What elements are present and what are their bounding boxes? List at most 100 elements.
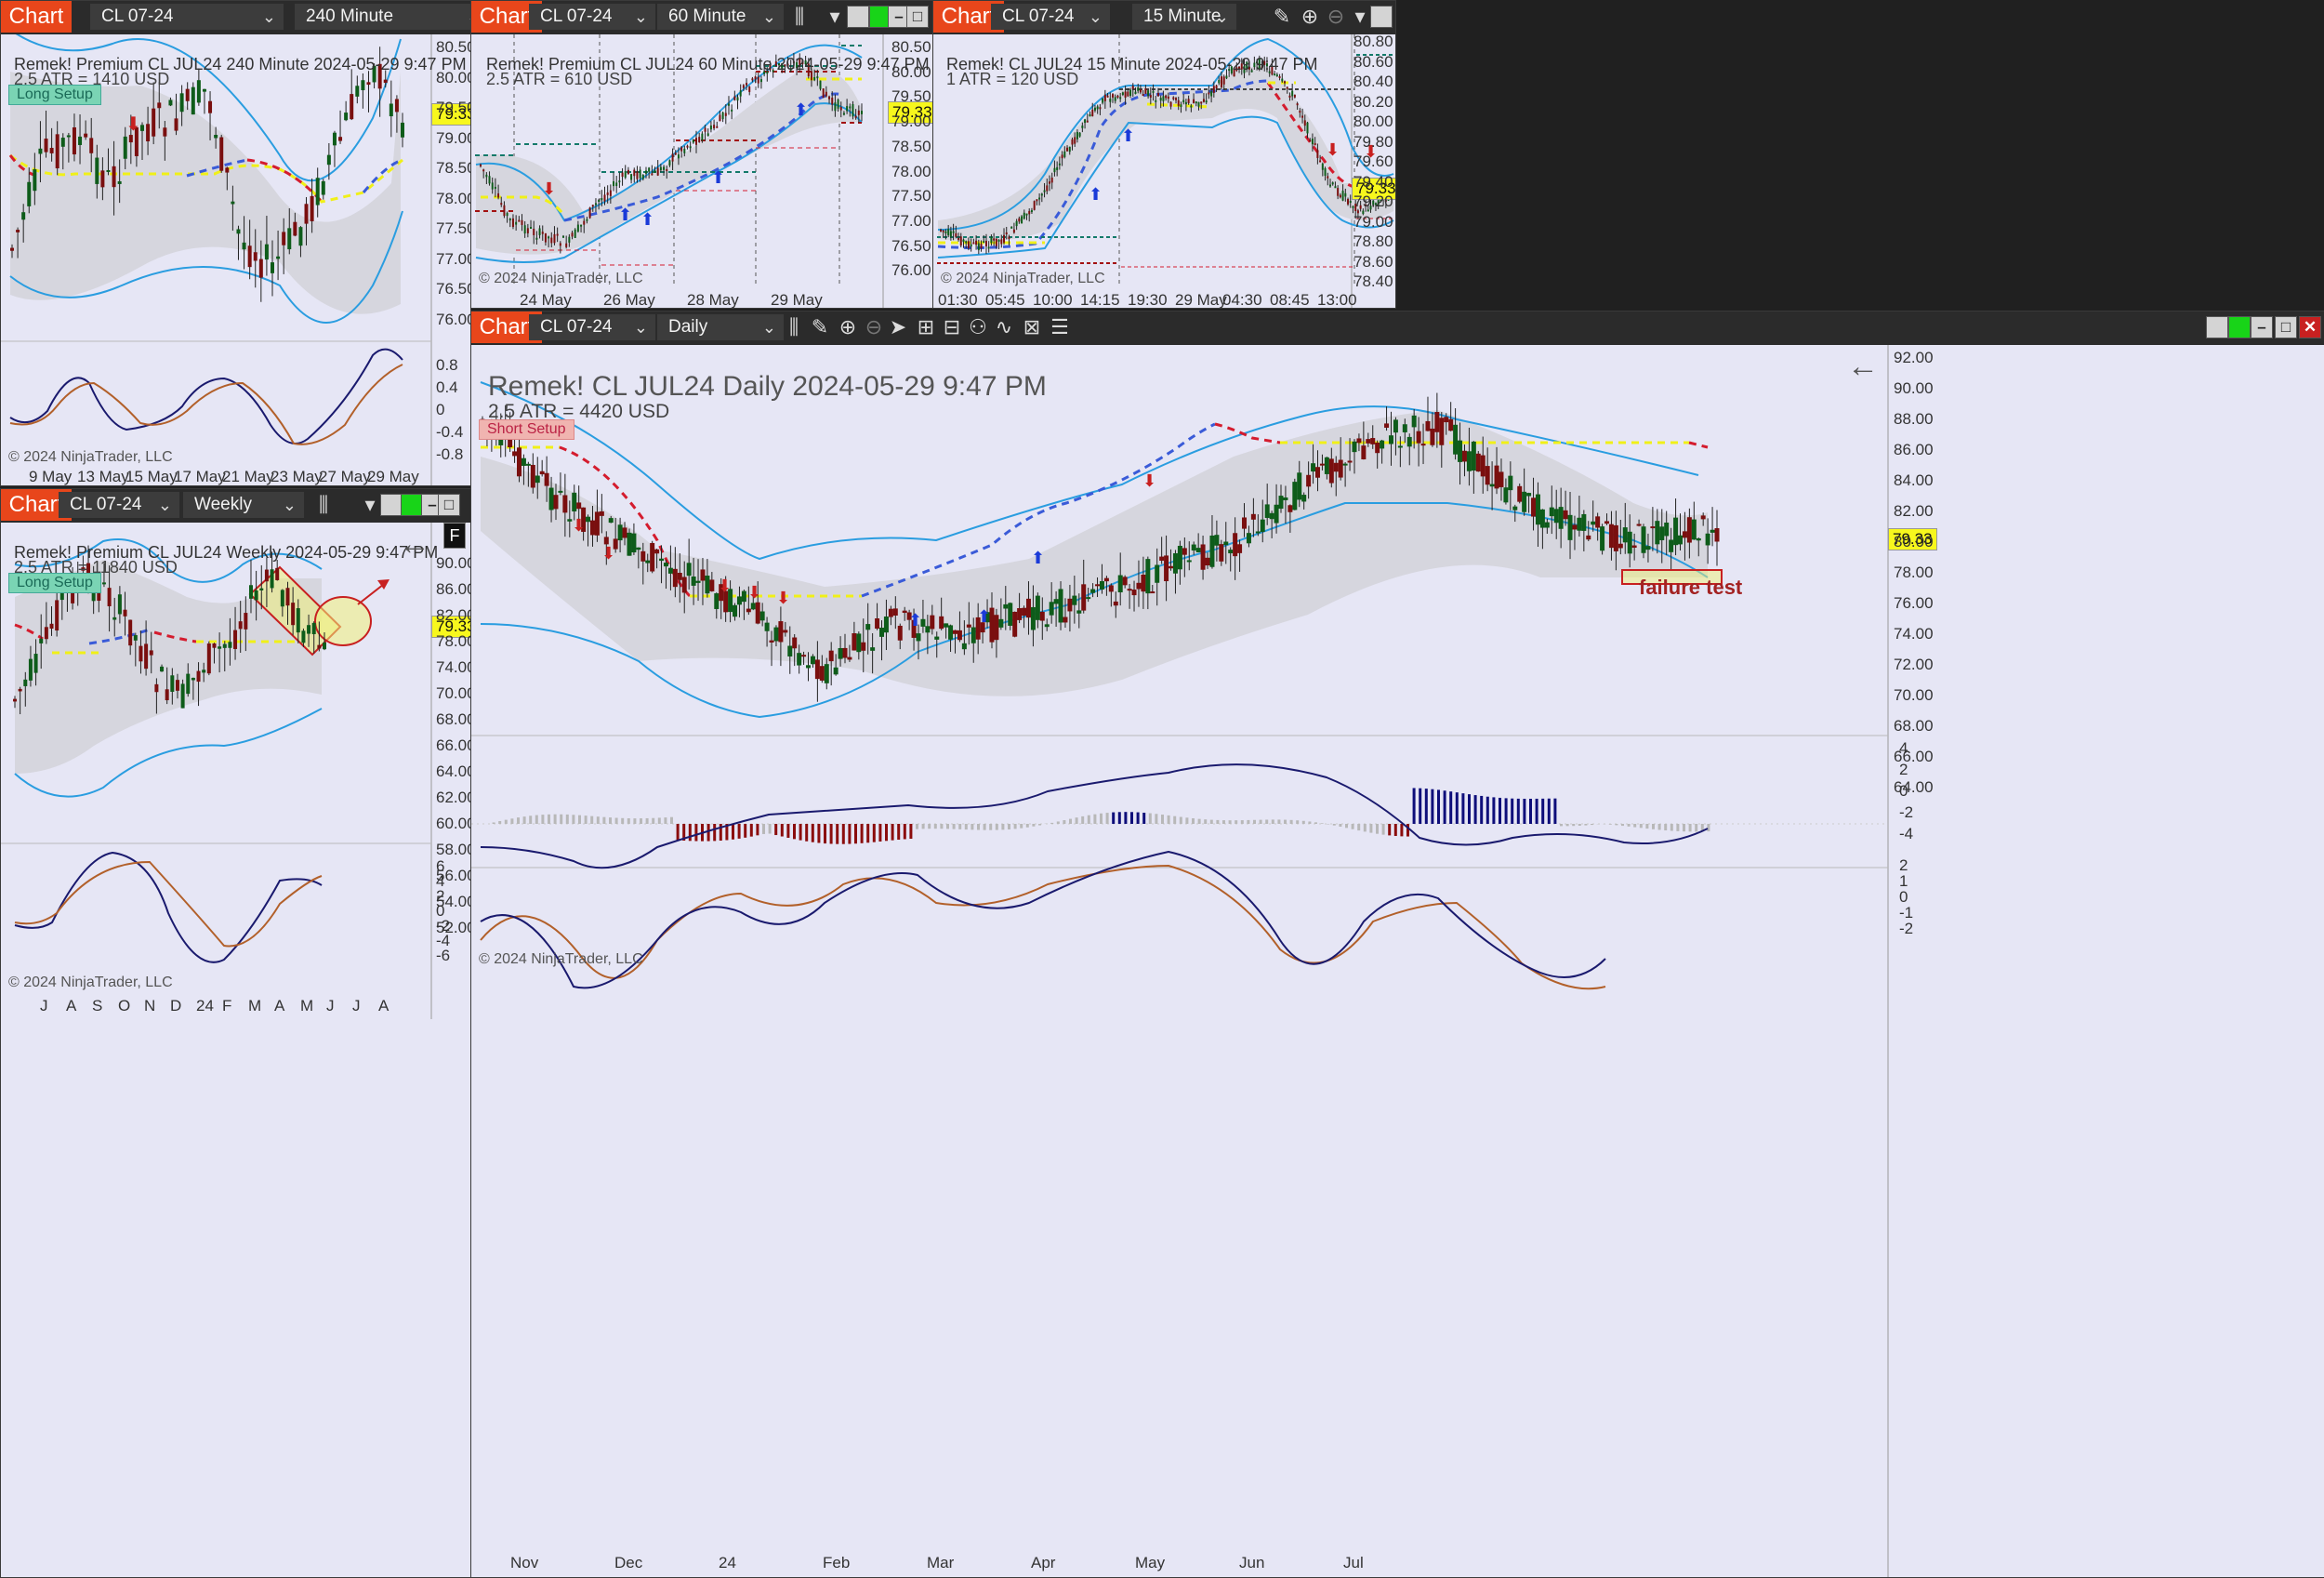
candle-body: [773, 628, 778, 642]
chart-tab[interactable]: Chart: [1, 1, 72, 33]
candle-body: [693, 139, 694, 142]
candle-body: [1281, 79, 1283, 82]
chevron-down-icon[interactable]: ▾: [1348, 5, 1372, 29]
candle-body: [1003, 235, 1005, 243]
chart-style-icon[interactable]: ⫼: [782, 315, 806, 339]
candle-body: [1182, 100, 1184, 103]
link-gray-button[interactable]: [847, 6, 869, 28]
interval-selector[interactable]: 15 Minute⌄: [1132, 4, 1236, 30]
time-tick-label: 24: [196, 997, 214, 1015]
axis-tick-label: 79.00: [891, 113, 931, 131]
back-arrow-icon[interactable]: ←: [399, 526, 430, 563]
link-green-button[interactable]: [2228, 316, 2251, 338]
chart-style-icon[interactable]: ⫼: [787, 5, 812, 29]
maximize-button[interactable]: □: [906, 6, 929, 28]
pointer-icon[interactable]: ➤: [886, 315, 910, 339]
instrument-selector[interactable]: CL 07-24⌄: [529, 4, 655, 30]
axis-tick-label: 77.50: [891, 187, 931, 206]
axis-tick-label: 79.00: [436, 129, 471, 148]
price-panel[interactable]: ⬆⬆ ⬇⬇ Remek! CL JUL24 15 Minute 2024-05-…: [933, 34, 1395, 308]
link-gray-button[interactable]: [2206, 316, 2228, 338]
candle-body: [515, 222, 517, 225]
candle-body: [1618, 544, 1623, 549]
candle-body: [815, 659, 820, 679]
indicators-icon[interactable]: ⚇: [966, 315, 990, 339]
price-panel[interactable]: Remek! Premium CL JUL24 Weekly 2024-05-2…: [1, 523, 470, 1577]
maximize-button[interactable]: □: [438, 494, 460, 516]
link-gray-button[interactable]: [380, 494, 403, 516]
time-tick-label: A: [274, 997, 284, 1015]
candle-body: [705, 128, 706, 132]
candle-body: [733, 605, 737, 617]
histogram-bar: [1511, 799, 1513, 824]
candle-body: [687, 563, 692, 576]
axis-tick-label: 66.00: [436, 736, 471, 755]
candle-body: [823, 88, 825, 98]
candle-body: [1134, 92, 1136, 94]
candle-body: [1421, 444, 1426, 445]
chevron-down-icon[interactable]: ▾: [823, 5, 847, 29]
histogram-bar: [909, 824, 912, 839]
link-gray-button[interactable]: [1370, 6, 1393, 28]
zoom-out-icon[interactable]: ⊖: [862, 315, 886, 339]
histogram-bar: [1425, 789, 1428, 824]
chart-style-icon[interactable]: ⫼: [311, 493, 336, 517]
candle-body: [657, 167, 659, 175]
axis-tick-label: 80.60: [1353, 53, 1393, 72]
chevron-down-icon[interactable]: ▾: [358, 493, 382, 517]
properties-icon[interactable]: ⊟: [940, 315, 964, 339]
zoom-out-icon[interactable]: ⊖: [1324, 5, 1348, 29]
draw-pencil-icon[interactable]: ✎: [1270, 5, 1294, 29]
interval-selector[interactable]: 240 Minute⌄: [295, 4, 471, 30]
templates-icon[interactable]: ⊠: [1020, 315, 1044, 339]
candle-body: [645, 171, 647, 174]
candle-body: [21, 212, 25, 219]
price-panel[interactable]: ⬇ Remek! Premium CL JUL24 240 Minute 202…: [1, 34, 470, 485]
candle-body: [742, 591, 746, 603]
candle-body: [1242, 517, 1247, 528]
interval-selector[interactable]: 60 Minute⌄: [657, 4, 784, 30]
candle-body: [988, 246, 990, 248]
instrument-selector[interactable]: CL 07-24⌄: [90, 4, 284, 30]
instrument-selector[interactable]: CL 07-24⌄: [529, 314, 655, 340]
candle-body: [1398, 445, 1403, 447]
histogram-bar: [817, 824, 820, 842]
candle-body: [1320, 464, 1325, 466]
interval-selector[interactable]: Weekly⌄: [183, 492, 304, 518]
instrument-selector[interactable]: CL 07-24⌄: [991, 4, 1110, 30]
candle-body: [1604, 521, 1609, 524]
price-panel[interactable]: ⬇⬇⬇⬇⬇⬇ ⬆⬆⬆ Remek! CL JUL24 Daily 2024-05…: [471, 345, 2324, 1577]
close-button[interactable]: ✕: [2299, 316, 2321, 338]
candle-body: [879, 628, 884, 637]
strategies-icon[interactable]: ∿: [992, 315, 1016, 339]
candle-body: [1063, 617, 1067, 623]
histogram-bar: [1695, 824, 1697, 831]
histogram-bar: [996, 824, 998, 830]
histogram-bar: [824, 824, 826, 843]
axis-tick-label: 0: [1899, 782, 1908, 801]
candle-body: [239, 621, 243, 629]
candle-body: [1669, 540, 1673, 552]
minimize-button[interactable]: –: [2251, 316, 2273, 338]
interval-selector[interactable]: Daily⌄: [657, 314, 784, 340]
candle-body: [1393, 419, 1398, 432]
candle-body: [1053, 168, 1055, 172]
axis-tick-label: 76.00: [1894, 594, 1934, 613]
zoom-in-icon[interactable]: ⊕: [1298, 5, 1322, 29]
data-box-icon[interactable]: ⊞: [914, 315, 938, 339]
instrument-selector[interactable]: CL 07-24⌄: [59, 492, 179, 518]
price-panel[interactable]: ⬆⬆⬆⬆ ⬇ Remek! Premium CL JUL24 60 Minute…: [471, 34, 932, 308]
candle-body: [1284, 81, 1286, 83]
list-icon[interactable]: ☰: [1048, 315, 1072, 339]
zoom-in-icon[interactable]: ⊕: [836, 315, 860, 339]
axis-tick-label: 80.00: [1894, 533, 1934, 551]
link-green-button[interactable]: [401, 494, 423, 516]
draw-pencil-icon[interactable]: ✎: [808, 315, 832, 339]
candle-body: [112, 166, 116, 187]
candle-body: [1304, 120, 1306, 126]
back-arrow-icon[interactable]: ←: [1847, 349, 1879, 385]
f-button[interactable]: F: [443, 523, 466, 549]
time-tick-label: 13:00: [1317, 291, 1357, 309]
candle-body: [1159, 557, 1164, 561]
maximize-button[interactable]: □: [2275, 316, 2297, 338]
